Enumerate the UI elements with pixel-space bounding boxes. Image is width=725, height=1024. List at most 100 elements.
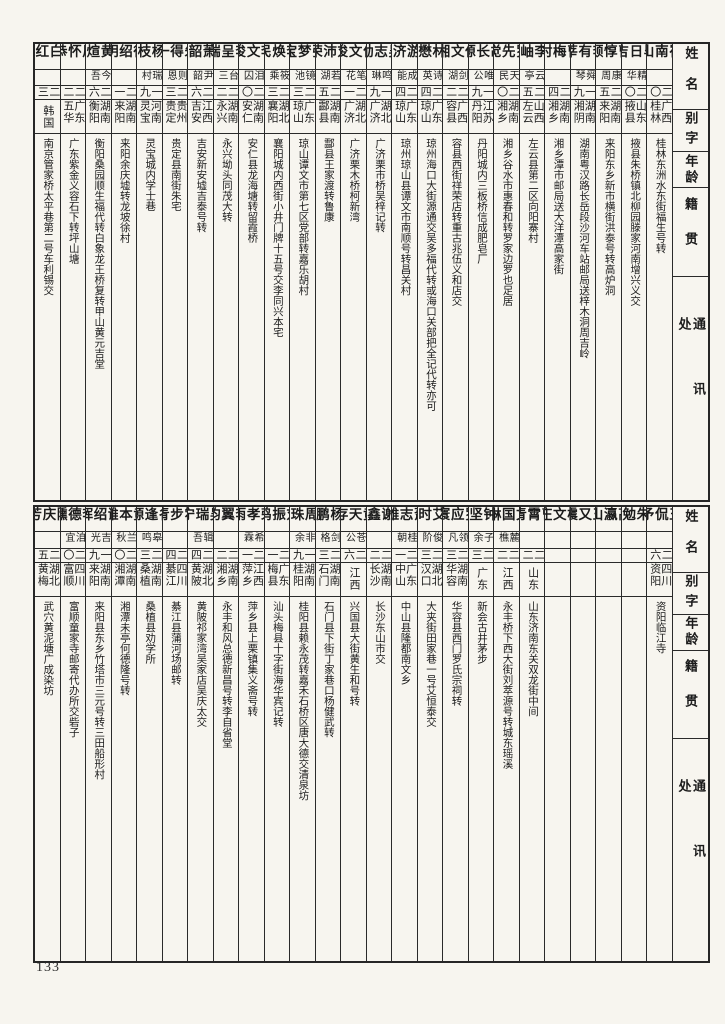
directory-entry: 谢绍晖吉光一九湖南来阳来阳县东乡竹塔市三元号转三田船形村 bbox=[86, 507, 112, 961]
entry-courtesy-name: 非余 bbox=[290, 532, 315, 549]
entry-address: 左云县第二区向阳寨村 bbox=[527, 137, 539, 243]
entry-address: 湘潭未亭何德隆号转 bbox=[118, 600, 130, 696]
entry-address: 广济栗木桥柯新湾 bbox=[348, 137, 360, 222]
entry-age: 二〇 bbox=[60, 549, 86, 563]
entry-age: 二四 bbox=[417, 86, 443, 101]
directory-entry: 罗先觉天民二〇湖南湘乡湘乡谷水市惠春和转罗家边罗也足居 bbox=[494, 44, 520, 500]
entry-address: 綦江县蒲河场邮转 bbox=[169, 600, 181, 685]
directory-table-bottom: 姓名 别字 年龄 籍贯 通讯处 王侃予二六四川资阳资阳临江寺朱勉高瀛山王又震杨文… bbox=[33, 505, 710, 963]
header-address: 通讯处 bbox=[676, 316, 707, 447]
directory-entry: 周怀恭二二广东五华广东紫金义容石下转坪山塘 bbox=[60, 44, 87, 500]
entry-native-place: 湖南长沙 bbox=[366, 563, 392, 597]
entry-courtesy-name: 成能 bbox=[392, 70, 417, 86]
entry-name: 徐绍明 bbox=[111, 44, 137, 70]
entry-native-place: 广东中山 bbox=[392, 563, 417, 597]
entry-courtesy-name bbox=[213, 532, 239, 549]
entry-name: 霍步青 bbox=[162, 507, 188, 533]
entry-courtesy-name: 筱乘 bbox=[264, 70, 290, 86]
entry-name: 曹梅村 bbox=[545, 44, 570, 70]
directory-entry: 陈庆芳二五湖北黄梅武穴黄泥塘广成染坊 bbox=[35, 507, 61, 961]
entry-courtesy-name: 泪囚 bbox=[239, 70, 264, 86]
entry-courtesy-name: 诗英 bbox=[417, 70, 443, 86]
entry-native-place: 广东琼山 bbox=[392, 100, 417, 134]
entry-age: 二三 bbox=[290, 86, 315, 101]
entry-address: 湘乡谷水市惠春和转罗家边罗也足居 bbox=[501, 137, 513, 306]
entry-age: 二二 bbox=[213, 86, 239, 101]
directory-entry: 徐绍明二一湖南来阳来阳余庆墟转龙坡徐村 bbox=[111, 44, 138, 500]
entry-native-place bbox=[570, 563, 596, 597]
entry-native-place: 广东 bbox=[468, 563, 494, 597]
entry-native-place: 江苏丹阳 bbox=[468, 100, 494, 134]
directory-entry: 曹霄青二二山东山东济南东关双龙街中间 bbox=[519, 507, 546, 961]
entry-native-place: 湖南衡阳 bbox=[86, 100, 111, 134]
entry-age: 一九 bbox=[570, 86, 596, 101]
entry-native-place: 四川綦江 bbox=[162, 563, 188, 597]
entry-courtesy-name bbox=[596, 532, 621, 549]
entry-address bbox=[622, 597, 647, 961]
entry-courtesy-name: 精华 bbox=[621, 70, 647, 86]
entry-age: 二二 bbox=[443, 86, 468, 101]
directory-entry: 高瀛山 bbox=[596, 507, 622, 961]
entry-native-place: 湖北黄陂 bbox=[188, 563, 213, 597]
entry-name: 崔南山 bbox=[647, 44, 672, 70]
entry-name: 朱得一 bbox=[162, 44, 188, 70]
directory-entry: 张梦宝镜池二三广东琼山琼山谭文市第七区党部转嘉乐胡村 bbox=[290, 44, 316, 500]
entry-name: 李德壎 bbox=[60, 507, 86, 533]
entry-age: 二二 bbox=[519, 549, 545, 563]
directory-entry: 刘沛荣若湖二五湖南酃县酃县王家渡转鲁康 bbox=[315, 44, 342, 500]
entry-name: 谷逢源 bbox=[137, 507, 162, 533]
directory-entry: 游济 成能 二四 广东琼山 琼州琼山县谭文市南顺号转昌关村 bbox=[392, 44, 418, 500]
entry-age: 二二 bbox=[60, 86, 86, 101]
entry-name: 曹霄青 bbox=[519, 507, 545, 533]
entry-address: 丹阳城内三板桥信成肥皂厂 bbox=[476, 137, 487, 264]
entry-courtesy-name bbox=[162, 532, 188, 549]
entry-name: 何文俊 bbox=[341, 44, 366, 70]
entry-name: 毕日吉 bbox=[621, 44, 647, 70]
entry-age: 一九 bbox=[86, 549, 111, 563]
entry-native-place: 湖南永兴 bbox=[213, 100, 239, 134]
entry-courtesy-name: 兰秋 bbox=[111, 532, 137, 549]
entry-native-place: 湖南酃县 bbox=[315, 100, 341, 134]
entry-age: 一九 bbox=[290, 549, 315, 563]
entry-address: 黄陂祁家湾吴家店吴庆太交 bbox=[195, 600, 207, 727]
entry-name: 林懋 bbox=[417, 44, 443, 70]
entry-name: 陈庆芳 bbox=[35, 507, 60, 533]
entry-native-place: 湖南湘潭 bbox=[111, 563, 137, 597]
entry-name: 李有莘 bbox=[570, 44, 596, 70]
directory-entry: 萧志雄桂朝二一广东中山中山县隆都南文乡 bbox=[392, 507, 418, 961]
entry-name: 王又震 bbox=[570, 507, 596, 533]
entry-native-place: 广西容县 bbox=[443, 100, 468, 134]
entry-address: 贵定县南街朱宅 bbox=[169, 137, 181, 212]
directory-entry: 伍文湘剑湖二二广西容县容县西街祥荣店转重古兆伍义和店交 bbox=[443, 44, 469, 500]
entry-name: 李翼钧 bbox=[213, 507, 239, 533]
entry-native-place: 湖南湘乡 bbox=[545, 100, 570, 134]
header-native-place: 籍贯 bbox=[673, 188, 708, 277]
entry-courtesy-name: 舜琴 bbox=[570, 70, 596, 86]
directory-entry: 李有莘舜琴一九湖南湘阴湖南粤汉路长岳段沙河车站邮局送梓木洞周吉岭 bbox=[570, 44, 597, 500]
entry-address: 长沙东山市交 bbox=[373, 600, 385, 664]
entry-age bbox=[621, 549, 647, 563]
entry-age: 二三 bbox=[443, 549, 468, 563]
entry-name: 黄煊 bbox=[86, 44, 111, 70]
entry-age: 二三 bbox=[264, 86, 290, 101]
entry-name: 艾时 bbox=[417, 507, 443, 533]
entry-native-place: 湖南桂阳 bbox=[290, 563, 315, 597]
entry-address: 南京管家桥太平巷第二号车利锡交 bbox=[42, 137, 54, 296]
entry-age: 二三 bbox=[417, 549, 443, 563]
column-headers: 姓名 别字 年龄 籍贯 通讯处 bbox=[673, 507, 708, 961]
entry-age: 二〇 bbox=[621, 86, 647, 101]
entry-age: 二二 bbox=[366, 549, 392, 563]
directory-entry: 黄天存苍公二六江西兴国县大街黄生和号转 bbox=[341, 507, 367, 961]
entry-name: 文国琳 bbox=[494, 507, 519, 533]
entry-age: 二三 bbox=[162, 86, 188, 101]
directory-entry: 李呈瑞台三二二湖南永兴永兴坳头同茂大转 bbox=[213, 44, 240, 500]
entry-courtesy-name: 麓樵 bbox=[494, 532, 519, 549]
entry-address: 桂林东洲水东街福生号转 bbox=[654, 137, 666, 254]
entry-courtesy-name: 桂朝 bbox=[392, 532, 417, 549]
entry-address bbox=[596, 597, 621, 961]
column-headers: 姓名 别字 年龄 籍贯 通讯处 bbox=[673, 44, 708, 500]
directory-entry: 萧韶 尹韶 二六 江西吉安 吉安新安墟吉泰号转 bbox=[188, 44, 214, 500]
entry-address: 石门县下街丁家巷口杨健武转 bbox=[322, 600, 334, 738]
entry-courtesy-name: 子余 bbox=[468, 532, 494, 549]
header-name: 姓名 bbox=[673, 507, 708, 574]
